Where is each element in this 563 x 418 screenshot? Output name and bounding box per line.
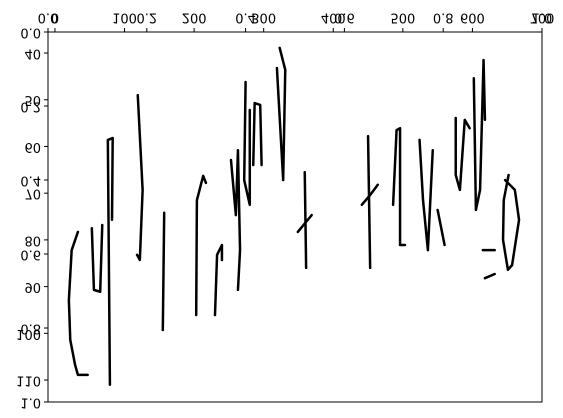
- y-tick-label: 80: [24, 232, 41, 247]
- stroke: [161, 211, 166, 332]
- stroke: [90, 223, 104, 293]
- stroke: [296, 213, 313, 234]
- stroke: [501, 173, 521, 272]
- overlay-y-tick-label: 0.8: [20, 321, 41, 336]
- stroke: [194, 174, 208, 317]
- stroke: [472, 58, 487, 212]
- x-tick-label: 100: [112, 10, 137, 25]
- y-tick-label: 70: [24, 186, 41, 201]
- stroke: [275, 46, 287, 182]
- overlay-x-tick-label: 0.4: [235, 10, 256, 25]
- stroke: [454, 116, 471, 192]
- y-tick-label: 110: [16, 373, 41, 388]
- plot-frame: [47, 31, 543, 403]
- stroke: [67, 230, 89, 377]
- x-tick-label: 700: [530, 10, 555, 25]
- stroke: [483, 272, 496, 280]
- x-tick-label: 500: [390, 10, 415, 25]
- stroke: [242, 80, 252, 207]
- overlay-y-tick-label: 0.2: [20, 99, 41, 114]
- overlay-x-tick-label: 0.0: [38, 10, 59, 25]
- stroke: [366, 134, 372, 270]
- y-tick-label: 60: [24, 139, 41, 154]
- overlay-x-tick-label: 0.2: [136, 10, 157, 25]
- stroke: [229, 148, 242, 292]
- stroke: [418, 138, 435, 252]
- y-tick-label: 40: [24, 46, 41, 61]
- stroke: [436, 208, 446, 247]
- stroke: [106, 136, 114, 386]
- stroke: [252, 101, 263, 167]
- overlay-y-tick-label: 1.0: [20, 395, 41, 410]
- x-tick-label: 200: [182, 10, 207, 25]
- overlay-x-tick-label: 0.6: [334, 10, 355, 25]
- y-tick-label: 50: [24, 92, 41, 107]
- overlay-y-tick-label: 0.4: [20, 173, 41, 188]
- overlay-x-tick-label: 1.0: [532, 10, 553, 25]
- stroke: [135, 93, 144, 262]
- x-tick-label: 600: [460, 10, 485, 25]
- stroke: [391, 126, 407, 247]
- overlay-x-tick-label: 0.8: [433, 10, 454, 25]
- y-tick-label: 90: [24, 279, 41, 294]
- overlay-y-tick-label: 0.6: [20, 247, 41, 262]
- stroke: [303, 170, 308, 270]
- overlay-y-tick-label: 0.0: [20, 25, 41, 40]
- y-tick-label: 100: [16, 326, 41, 341]
- x-tick-label: 400: [321, 10, 346, 25]
- x-tick-label: 0: [51, 10, 59, 25]
- x-tick-label: 300: [251, 10, 276, 25]
- stroke: [213, 243, 224, 317]
